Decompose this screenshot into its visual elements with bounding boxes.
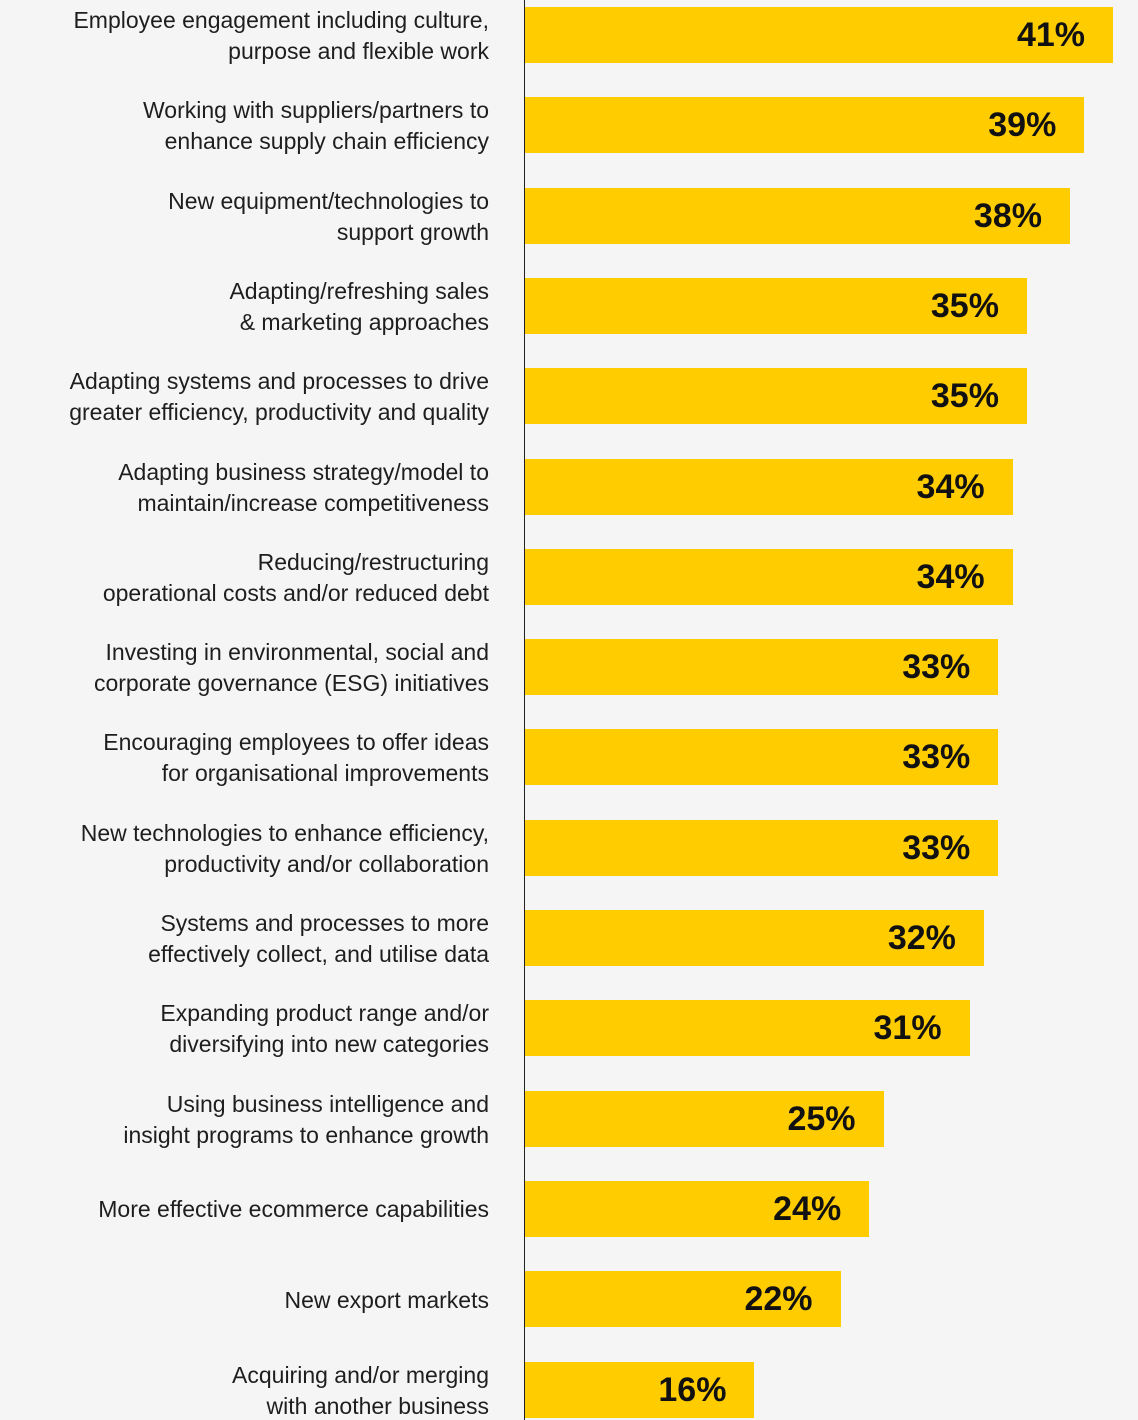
bar-value-label-3: 38%	[973, 196, 1042, 235]
category-label-11: Systems and processes to more effectivel…	[148, 910, 489, 967]
bar-10	[525, 819, 999, 876]
bar-value-label-2: 39%	[988, 106, 1057, 145]
bar-16	[525, 1361, 755, 1418]
bar-2	[525, 97, 1085, 154]
category-label-5: Adapting systems and processes to drive …	[69, 368, 489, 426]
bar-5	[525, 368, 1027, 425]
bar-6	[525, 458, 1013, 515]
bar-value-label-9: 33%	[902, 738, 971, 777]
bar-13	[525, 1090, 884, 1147]
bar-value-label-15: 22%	[744, 1280, 813, 1319]
bar-value-label-7: 34%	[916, 557, 985, 596]
bar-value-label-14: 24%	[773, 1189, 842, 1228]
category-label-9: Encouraging employees to offer ideas for…	[103, 729, 489, 787]
bar-value-label-13: 25%	[787, 1099, 856, 1138]
category-label-7: Reducing/restructuring operational costs…	[102, 548, 489, 606]
category-label-6: Adapting business strategy/model to main…	[118, 458, 489, 516]
bar-value-label-12: 31%	[873, 1009, 942, 1048]
category-label-15: New export markets	[284, 1286, 489, 1313]
bar-14	[525, 1180, 870, 1237]
bar-value-label-11: 32%	[887, 919, 956, 957]
bar-value-label-1: 41%	[1016, 16, 1085, 54]
category-label-1: Employee engagement including culture, p…	[73, 7, 489, 64]
category-label-4: Adapting/refreshing sales & marketing ap…	[229, 277, 489, 335]
category-label-8: Investing in environmental, social and c…	[93, 639, 489, 697]
y-axis-line	[524, 0, 525, 1420]
bar-8	[525, 639, 999, 696]
bar-value-label-4: 35%	[930, 286, 999, 325]
category-label-3: New equipment/technologies to support gr…	[168, 187, 489, 245]
bar-9	[525, 729, 999, 786]
bar-value-label-16: 16%	[658, 1370, 727, 1409]
bar-4	[525, 277, 1027, 334]
category-label-12: Expanding product range and/or diversify…	[160, 1000, 489, 1058]
bar-7	[525, 548, 1013, 605]
bar-11	[525, 910, 984, 966]
bar-value-label-10: 33%	[902, 828, 971, 867]
bar-15	[525, 1271, 841, 1328]
bar-3	[525, 187, 1070, 244]
category-label-13: Using business intelligence and insight …	[123, 1090, 489, 1148]
category-label-2: Working with suppliers/partners to enhan…	[143, 97, 489, 155]
bar-value-label-5: 35%	[930, 377, 999, 416]
category-label-14: More effective ecommerce capabilities	[98, 1196, 489, 1223]
bar-12	[525, 1000, 970, 1057]
category-label-10: New technologies to enhance efficiency, …	[80, 819, 489, 877]
bar-value-label-6: 34%	[916, 467, 985, 506]
bar-1	[525, 7, 1113, 63]
bar-value-label-8: 33%	[902, 648, 971, 687]
category-label-16: Acquiring and/or merging with another bu…	[232, 1361, 489, 1419]
